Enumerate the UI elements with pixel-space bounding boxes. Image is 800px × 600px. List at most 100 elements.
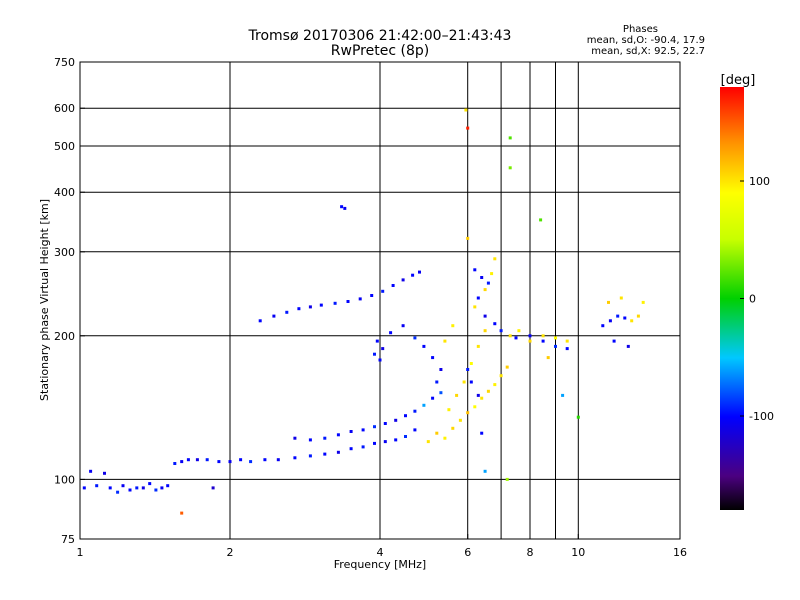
data-point <box>483 288 487 292</box>
y-tick-label: 200 <box>54 330 75 343</box>
data-point <box>228 460 232 464</box>
data-point <box>308 305 312 309</box>
data-point <box>343 206 347 210</box>
x-tick-label: 2 <box>227 546 234 559</box>
data-point <box>539 218 543 222</box>
data-point <box>378 358 382 362</box>
grid-lines <box>80 62 680 539</box>
data-point <box>180 460 184 464</box>
data-point <box>435 431 439 435</box>
data-point <box>528 339 532 343</box>
colorbar-tick-label: 0 <box>749 293 756 306</box>
data-point <box>616 314 620 318</box>
data-point <box>443 436 447 440</box>
data-point <box>636 314 640 318</box>
data-point <box>285 310 289 314</box>
y-axis-label: Stationary phase Virtual Height [km] <box>38 199 51 401</box>
data-point <box>381 347 385 351</box>
data-point <box>508 166 512 170</box>
data-point <box>499 329 503 333</box>
data-point <box>135 486 139 490</box>
data-point <box>319 303 323 307</box>
y-tick-label: 500 <box>54 140 75 153</box>
data-point <box>263 458 267 462</box>
y-tick-label: 300 <box>54 246 75 259</box>
data-point <box>505 365 509 369</box>
data-point <box>340 205 344 209</box>
data-point <box>249 460 253 464</box>
data-point <box>439 391 443 395</box>
chart-title-line1: Tromsø 20170306 21:42:00–21:43:43 <box>248 28 512 44</box>
data-point <box>431 356 435 360</box>
data-points <box>82 108 645 515</box>
data-point <box>601 324 605 328</box>
data-point <box>476 393 480 397</box>
data-point <box>422 403 426 407</box>
data-point <box>404 435 407 438</box>
data-point <box>373 425 376 429</box>
data-point <box>480 396 484 400</box>
data-point <box>431 396 435 400</box>
data-point <box>82 486 86 490</box>
data-point <box>411 273 415 277</box>
data-point <box>116 490 120 494</box>
data-point <box>435 380 439 384</box>
data-point <box>451 324 455 328</box>
data-point <box>476 296 480 300</box>
data-point <box>205 458 209 462</box>
data-point <box>508 334 512 338</box>
data-point <box>528 334 532 338</box>
x-tick-label: 8 <box>527 546 534 559</box>
data-point <box>554 344 557 348</box>
stats-heading: Phases <box>622 24 658 35</box>
data-point <box>89 469 93 473</box>
data-point <box>486 281 490 285</box>
stats-o-line: mean, sd,O: -90.4, 17.9 <box>586 35 705 46</box>
data-point <box>464 108 468 112</box>
data-point <box>121 484 125 488</box>
data-point <box>160 486 164 490</box>
data-point <box>418 270 421 274</box>
x-axis-label: Frequency [MHz] <box>334 558 426 571</box>
data-point <box>565 347 569 351</box>
data-point <box>186 458 190 462</box>
data-point <box>469 380 473 384</box>
data-point <box>128 488 132 492</box>
data-point <box>480 276 484 279</box>
x-tick-label: 16 <box>673 546 687 559</box>
data-point <box>541 339 545 343</box>
data-point <box>276 458 280 462</box>
data-point <box>493 257 497 261</box>
data-point <box>469 362 473 365</box>
data-point <box>308 454 312 458</box>
data-point <box>505 477 509 481</box>
data-point <box>108 486 112 490</box>
data-point <box>493 322 497 326</box>
data-point <box>358 297 362 301</box>
data-point <box>166 484 170 488</box>
data-point <box>375 339 379 343</box>
data-point <box>389 331 393 335</box>
data-point <box>517 329 521 333</box>
x-tick-label: 1 <box>77 546 84 559</box>
data-point <box>404 414 407 418</box>
data-point <box>297 307 301 311</box>
y-tick-label: 100 <box>54 473 75 486</box>
data-point <box>422 344 426 348</box>
stats-x-line: mean, sd,X: 92.5, 22.7 <box>591 46 705 57</box>
data-point <box>211 486 215 490</box>
data-point <box>458 418 462 422</box>
data-point <box>447 408 451 412</box>
data-point <box>619 296 623 300</box>
data-point <box>483 469 487 473</box>
data-point <box>361 445 365 449</box>
data-point <box>103 471 106 475</box>
data-point <box>154 488 158 492</box>
data-point <box>413 336 417 340</box>
data-point <box>473 405 477 409</box>
data-point <box>349 430 353 433</box>
colorbar-label: [deg] <box>721 73 756 88</box>
data-point <box>346 300 350 303</box>
data-point <box>514 336 518 340</box>
data-point <box>401 324 405 328</box>
